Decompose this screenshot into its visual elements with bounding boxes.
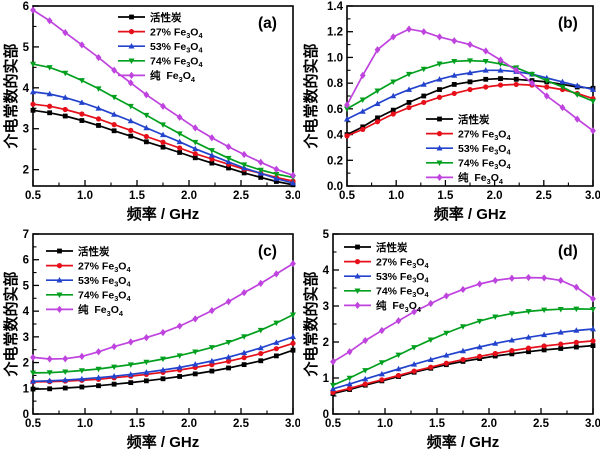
y-tick-label: 1.0: [327, 52, 343, 64]
legend-label: 74% Fe3O4: [78, 290, 131, 304]
y-axis-label: 介电常数的实部: [302, 271, 320, 377]
x-tick-label: 1.5: [437, 190, 454, 202]
x-tick-label: 3.0: [285, 190, 300, 202]
y-tick-label: 6: [23, 255, 29, 267]
y-tick-label: 6: [23, 1, 29, 13]
y-tick-label: 7: [23, 229, 29, 241]
legend-label: 74% Fe3O4: [458, 158, 511, 172]
y-axis-label: 介电常数的实部: [2, 43, 20, 149]
panel-letter: (b): [558, 15, 578, 32]
legend-label: 74% Fe3O4: [150, 56, 203, 70]
legend-label: 27% Fe3O4: [150, 26, 203, 40]
chart-panel-a: 0.5 1.0 1.5 2.0 2.5 3.0 2 3 4 5 6 频率 / GHz 介电常数的实部 活性…: [0, 0, 300, 228]
y-tick-label: 4: [323, 265, 330, 277]
x-tick-label: 1.0: [388, 190, 404, 202]
x-tick-label: 2.0: [181, 418, 197, 430]
legend-label: 纯 Fe3O4: [458, 171, 504, 186]
legend-label: 27% Fe3O4: [78, 260, 131, 274]
y-tick-label: 0.0: [327, 181, 343, 193]
y-tick-label: 2: [23, 358, 29, 370]
x-tick-label: 1.5: [429, 418, 446, 430]
y-tick-label: 0.4: [327, 130, 344, 142]
panel-letter: (d): [558, 243, 578, 260]
y-tick-label: 3: [323, 301, 329, 313]
y-tick-label: 4: [23, 306, 30, 318]
y-tick-label: 4: [23, 83, 30, 95]
x-tick-label: 2.5: [533, 418, 550, 430]
legend-label: 活性炭: [150, 11, 182, 24]
y-tick-label: 5: [23, 42, 30, 54]
y-tick-label: 0.6: [327, 104, 343, 116]
x-tick-label: 2.5: [536, 190, 553, 202]
x-tick-label: 1.5: [129, 190, 146, 202]
legend-label: 53% Fe3O4: [78, 275, 131, 289]
y-tick-label: 5: [23, 280, 30, 292]
x-tick-label: 1.0: [77, 418, 93, 430]
x-tick-label: 2.0: [181, 190, 197, 202]
legend-label: 53% Fe3O4: [150, 41, 203, 55]
legend-label: 74% Fe3O4: [376, 286, 429, 300]
chart-panel-b: 0.5 1.0 1.5 2.0 2.5 3.0 0.0 0.2 0.4 0.6 0.8 1.0 1.2 1…: [300, 0, 600, 228]
y-tick-label: 1.4: [327, 1, 344, 13]
y-tick-label: 3: [23, 124, 29, 136]
legend-label: 纯 Fe3O4: [150, 69, 196, 84]
legend-label: 53% Fe3O4: [376, 271, 429, 285]
x-tick-label: 3.0: [285, 418, 300, 430]
y-tick-label: 3: [23, 332, 29, 344]
x-axis-label: 频率 / GHz: [427, 433, 500, 451]
y-axis-label: 介电常数的实部: [302, 43, 320, 149]
x-tick-label: 2.0: [487, 190, 503, 202]
x-tick-label: 1.0: [77, 190, 93, 202]
legend-label: 纯 Fe3O4: [376, 299, 422, 314]
x-tick-label: 3.0: [585, 418, 600, 430]
y-tick-label: 0: [323, 409, 329, 421]
x-tick-label: 0.5: [325, 418, 342, 430]
legend-label: 活性炭: [78, 245, 110, 258]
x-axis-label: 频率 / GHz: [127, 205, 200, 223]
y-tick-label: 1: [23, 383, 30, 395]
x-tick-label: 0.5: [339, 190, 356, 202]
x-tick-label: 2.5: [233, 418, 250, 430]
y-tick-label: 5: [323, 229, 330, 241]
y-tick-label: 0.8: [327, 78, 344, 90]
legend-label: 活性炭: [376, 241, 408, 254]
y-axis-label: 介电常数的实部: [2, 271, 20, 377]
x-axis-label: 频率 / GHz: [434, 205, 507, 223]
legend-label: 27% Fe3O4: [458, 128, 511, 142]
x-tick-label: 0.5: [25, 418, 42, 430]
x-tick-label: 3.0: [585, 190, 600, 202]
x-tick-label: 2.0: [481, 418, 497, 430]
x-axis-label: 频率 / GHz: [127, 433, 200, 451]
y-tick-label: 0: [23, 409, 29, 421]
panel-letter: (a): [258, 15, 277, 32]
x-tick-label: 1.0: [377, 418, 393, 430]
legend-label: 纯 Fe3O4: [78, 303, 124, 318]
y-tick-label: 2: [323, 337, 329, 349]
legend-label: 活性炭: [458, 113, 490, 126]
y-tick-label: 0.2: [327, 155, 343, 167]
x-tick-label: 0.5: [25, 190, 42, 202]
panel-letter: (c): [258, 243, 277, 260]
chart-panel-d: 0.5 1.0 1.5 2.0 2.5 3.0 0 1 2 3 4 5 频率 / GHz 介电常数的实部 活…: [300, 228, 600, 456]
y-tick-label: 2: [23, 165, 29, 177]
y-tick-label: 1: [323, 373, 330, 385]
y-tick-label: 1.2: [327, 27, 343, 39]
legend-label: 53% Fe3O4: [458, 143, 511, 157]
x-tick-label: 2.5: [233, 190, 250, 202]
x-tick-label: 1.5: [129, 418, 146, 430]
chart-panel-c: 0.5 1.0 1.5 2.0 2.5 3.0 0 1 2 3 4 5 6 7 频率 / GHz 介电常数的实…: [0, 228, 300, 456]
legend-label: 27% Fe3O4: [376, 256, 429, 270]
